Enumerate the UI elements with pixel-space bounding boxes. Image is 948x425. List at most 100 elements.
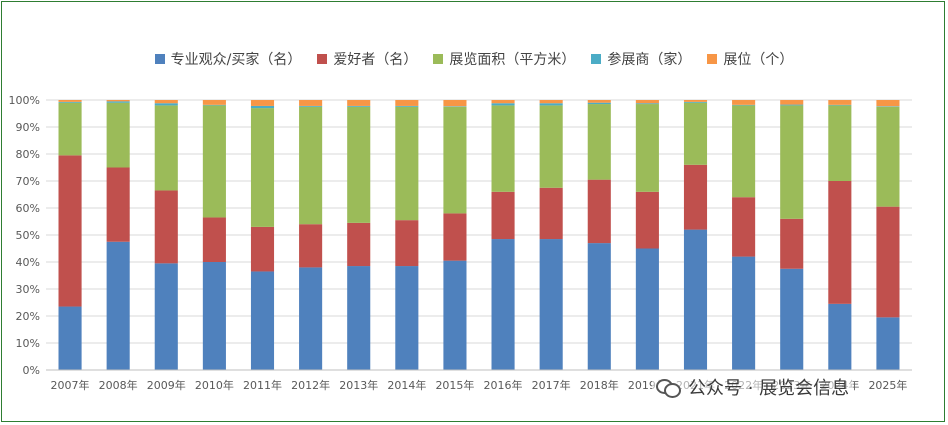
bar-segment xyxy=(587,100,611,103)
bar-segment xyxy=(202,104,226,106)
bar-segment xyxy=(635,248,659,370)
bar-segment xyxy=(876,106,900,207)
bar-segment xyxy=(154,105,178,191)
bar-segment xyxy=(876,206,900,318)
bar-segment xyxy=(539,103,563,106)
bar-segment xyxy=(683,164,708,230)
y-tick-label: 20% xyxy=(16,310,40,323)
bar-segment xyxy=(250,226,275,272)
y-tick-label: 70% xyxy=(16,175,40,188)
legend-item-enthusiasts: 爱好者（名） xyxy=(317,49,417,69)
bar-segment xyxy=(154,263,178,370)
bar-segment xyxy=(683,100,708,102)
x-tick-label: 2011年 xyxy=(243,378,282,392)
x-tick-label: 2015年 xyxy=(435,378,474,392)
bar-segment xyxy=(683,102,708,165)
bar-segment xyxy=(491,191,515,240)
bar-segment xyxy=(491,100,515,104)
y-tick-label: 100% xyxy=(9,94,40,107)
bar-segment xyxy=(587,104,611,180)
bar-segment xyxy=(250,100,275,106)
bar-segment xyxy=(780,218,804,269)
bar-segment xyxy=(828,104,852,106)
bar-segment xyxy=(58,306,82,370)
legend-item-visitors: 专业观众/买家（名） xyxy=(154,49,302,69)
bar-segment xyxy=(876,100,900,107)
legend-label: 专业观众/买家（名） xyxy=(170,52,302,68)
grid-lines xyxy=(46,99,912,371)
y-tick-label: 60% xyxy=(16,202,40,215)
bar-segment xyxy=(250,105,275,109)
bar-segment xyxy=(395,266,419,370)
x-tick-label: 2009年 xyxy=(147,378,186,392)
bar-segment xyxy=(299,224,323,268)
bar-segment xyxy=(539,187,563,240)
x-tick-label: 2008年 xyxy=(99,378,138,392)
bar-segment xyxy=(347,105,371,107)
legend-label: 爱好者（名） xyxy=(333,52,418,68)
bar-segment xyxy=(154,190,178,264)
y-tick-label: 90% xyxy=(16,121,40,134)
bar-segment xyxy=(299,267,323,370)
legend-label: 展览面积（平方米） xyxy=(449,52,576,68)
bar-segment xyxy=(828,181,852,304)
bar-segment xyxy=(395,106,419,221)
legend-item-booths: 展位（个） xyxy=(707,49,793,69)
bar-segment xyxy=(539,100,563,104)
bar-segment xyxy=(250,108,275,227)
x-tick-label: 2012年 xyxy=(291,378,330,392)
bar-segment xyxy=(876,106,900,107)
y-tick-label: 50% xyxy=(16,229,40,242)
x-tick-label: 2025年 xyxy=(868,378,907,392)
bar-segment xyxy=(732,100,756,105)
y-tick-label: 30% xyxy=(16,283,40,296)
bar-segment xyxy=(202,217,226,262)
legend-swatch xyxy=(591,54,602,64)
bar-segment xyxy=(58,100,82,102)
legend-label: 参展商（家） xyxy=(607,52,692,68)
x-tick-label: 2013年 xyxy=(339,378,378,392)
y-tick-label: 10% xyxy=(16,337,40,350)
legend-item-exhibitors: 参展商（家） xyxy=(591,49,691,69)
watermark: 公众号 · 展览会信息 xyxy=(652,372,854,402)
x-tick-label: 2010年 xyxy=(195,378,234,392)
bar-segment xyxy=(347,266,371,370)
legend-swatch xyxy=(317,54,328,64)
bars xyxy=(58,100,900,370)
x-tick-label: 2016年 xyxy=(484,378,523,392)
bar-segment xyxy=(828,303,852,370)
legend-label: 展位（个） xyxy=(723,52,794,68)
bar-segment xyxy=(58,155,82,307)
bar-segment xyxy=(732,256,756,370)
bar-segment xyxy=(347,106,371,223)
bar-segment xyxy=(828,105,852,181)
y-tick-label: 0% xyxy=(23,364,40,377)
wechat-logo-icon xyxy=(656,377,681,398)
bar-segment xyxy=(587,179,611,244)
bar-segment xyxy=(443,106,467,214)
bar-segment xyxy=(876,317,900,370)
bar-segment xyxy=(539,239,563,370)
y-tick-label: 40% xyxy=(16,256,40,269)
legend-swatch xyxy=(707,54,718,64)
bar-segment xyxy=(202,262,226,370)
y-tick-label: 80% xyxy=(16,148,40,161)
bar-segment xyxy=(683,229,708,370)
bar-segment xyxy=(635,104,659,192)
bar-segment xyxy=(202,100,226,105)
bar-segment xyxy=(635,191,659,249)
x-tick-label: 2018年 xyxy=(580,378,619,392)
bar-segment xyxy=(443,213,467,261)
bar-segment xyxy=(539,105,563,188)
bar-segment xyxy=(106,102,130,168)
bar-segment xyxy=(58,102,82,156)
bar-segment xyxy=(299,105,323,107)
bar-segment xyxy=(347,222,371,267)
bar-segment xyxy=(202,105,226,218)
bar-segment xyxy=(395,105,419,107)
bar-segment xyxy=(587,102,611,105)
legend-swatch xyxy=(154,54,165,64)
bar-segment xyxy=(780,268,804,370)
bar-segment xyxy=(443,260,467,370)
